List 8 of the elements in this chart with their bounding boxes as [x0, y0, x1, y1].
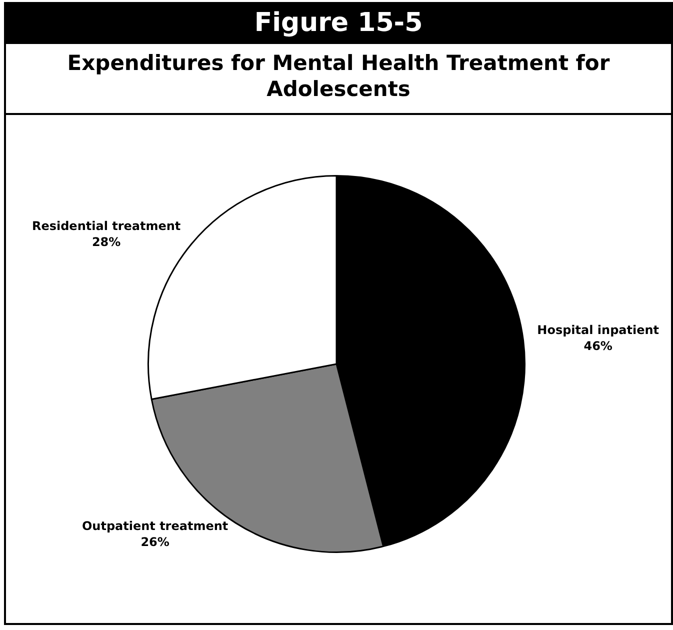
data-label: 26%: [140, 534, 170, 548]
chart-subtitle: Expenditures for Mental Health Treatment for Adolescents: [6, 44, 671, 114]
data-label: 46%: [584, 338, 612, 352]
data-label: 28%: [92, 234, 121, 249]
chart-title: Figure 15-5: [6, 4, 671, 44]
slice-label: Hospital inpatient: [537, 322, 660, 336]
slice-label: Residential treatment: [32, 218, 181, 233]
slice-label: Outpatient treatment: [82, 518, 228, 532]
